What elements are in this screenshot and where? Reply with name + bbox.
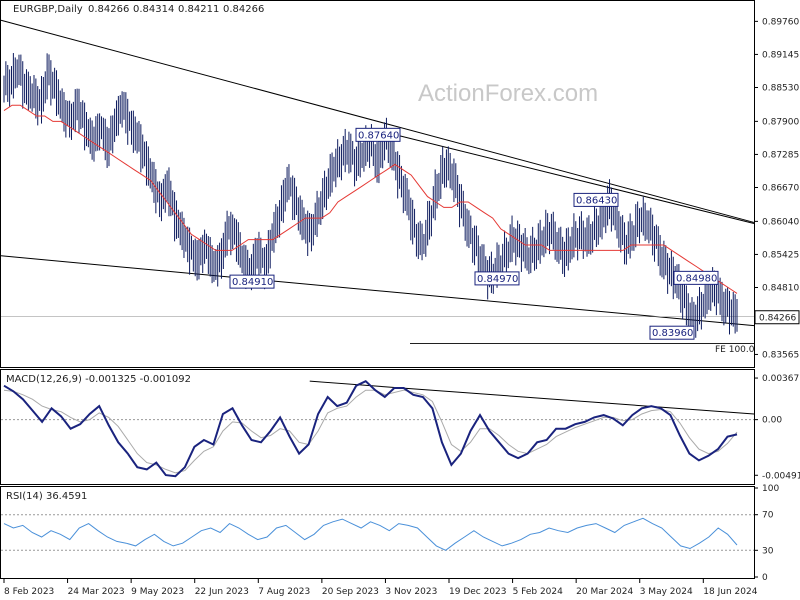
macd-signal-line [3,389,738,474]
annotation-label: 0.84910 [232,277,273,288]
x-tick-label: 7 Aug 2023 [258,587,310,597]
macd-tick-label: -0.004917 [762,471,800,481]
rsi-tick-label: 100 [762,484,779,494]
ohlc-low: 0.84211 [178,4,219,15]
ohlc-close: 0.84266 [223,4,264,15]
annotation-box [355,127,401,142]
x-tick-label: 19 Dec 2023 [449,587,507,597]
macd-y-axis: 0.003677 0.00 -0.004917 [754,374,800,481]
x-tick-label: 20 Mar 2024 [576,587,633,597]
x-tick-label: 20 Sep 2023 [322,587,379,597]
trendline [397,134,755,225]
price-tick-label: 0.86670 [762,183,799,193]
x-tick-label: 24 Mar 2023 [68,587,125,597]
x-tick-label: 5 Feb 2024 [513,587,564,597]
x-tick-label: 9 May 2023 [131,587,184,597]
x-axis: 8 Feb 2023 24 Mar 2023 9 May 2023 22 Jun 20… [3,579,758,597]
annotation-label: 0.84970 [477,274,518,285]
x-tick-label: 8 Feb 2023 [4,587,54,597]
fe-label: FE 100.0 [715,345,755,355]
ohlc-high: 0.84314 [133,4,174,15]
price-tick-label: 0.87285 [762,150,799,160]
price-y-axis: 0.89760 0.89145 0.88530 0.87900 0.87285 0.866… [754,17,799,360]
annotation-label: 0.87640 [358,130,399,141]
price-tick-label: 0.88530 [762,83,799,93]
price-tick-label: 0.84810 [762,284,799,294]
trendline [0,255,755,327]
last-price-marker: 0.84266 [754,310,800,325]
price-tick-label: 0.89145 [762,50,799,60]
price-panel [0,0,755,368]
chart-symbol: EURGBP,Daily [13,4,83,15]
annotation-box [229,274,275,289]
rsi-line [3,517,738,551]
price-trendlines [0,19,755,344]
price-annotations: 0.87640 0.84910 0.86430 0.84970 0.84980 0.839… [229,127,719,340]
macd-tick-label: 0.003677 [762,374,800,384]
annotation-label: 0.83960 [652,328,693,339]
annotation-label: 0.84980 [676,273,717,284]
macd-panel [0,369,755,485]
macd-tick-label: 0.00 [762,416,782,426]
price-tick-label: 0.87900 [762,117,799,127]
rsi-tick-label: 30 [762,546,774,556]
rsi-tick-label: 0 [762,573,768,583]
annotation-box [673,270,719,285]
rsi-panel [0,486,755,579]
annotation-box [474,271,520,286]
price-tick-label: 0.86040 [762,217,799,227]
x-tick-label: 18 Jun 2024 [703,587,757,597]
watermark: ActionForex.com [418,80,598,107]
macd-trendline [309,380,755,415]
last-price-label: 0.84266 [759,314,796,324]
x-tick-label: 3 May 2024 [640,587,693,597]
annotation-box [649,325,695,340]
macd-line [3,380,738,478]
annotation-label: 0.86430 [576,195,617,206]
rsi-tick-label: 70 [762,511,774,521]
macd-title: MACD(12,26,9) -0.001325 -0.001092 [6,374,191,385]
x-tick-label: 22 Jun 2023 [195,587,249,597]
price-tick-label: 0.83565 [762,350,799,360]
rsi-title: RSI(14) 36.4591 [6,491,87,502]
price-tick-label: 0.85425 [762,250,799,260]
annotation-box [573,192,619,207]
x-tick-label: 3 Nov 2023 [385,587,437,597]
price-tick-label: 0.89760 [762,17,799,27]
moving-average-line [3,104,738,294]
trendline [0,19,755,223]
price-bars [3,53,738,338]
ohlc-open: 0.84266 [88,4,129,15]
rsi-y-axis: 100 70 30 0 [1,484,779,583]
